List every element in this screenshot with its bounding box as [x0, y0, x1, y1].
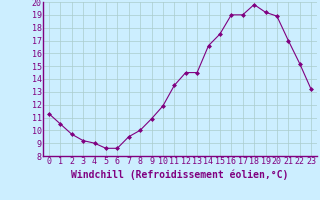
X-axis label: Windchill (Refroidissement éolien,°C): Windchill (Refroidissement éolien,°C) [71, 169, 289, 180]
